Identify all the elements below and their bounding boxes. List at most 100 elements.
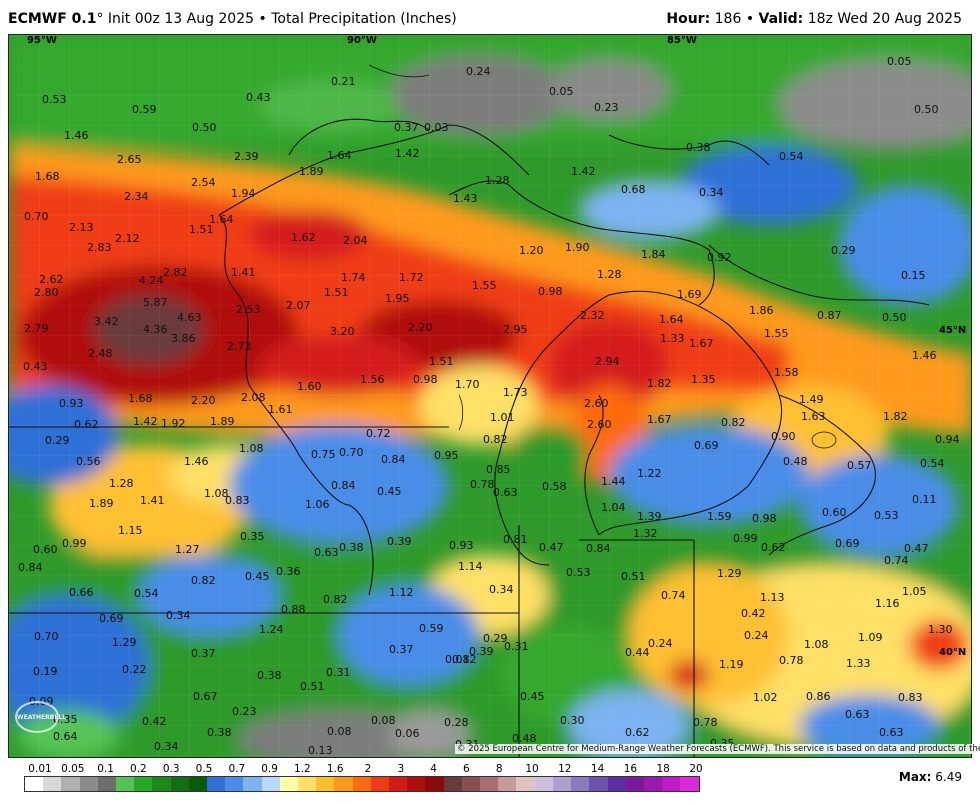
precip-value: 1.28 — [485, 174, 510, 187]
precip-value: 1.28 — [597, 268, 622, 281]
precip-value: 4.63 — [177, 311, 202, 324]
precip-value: 3.42 — [94, 315, 119, 328]
precip-value: 0.48 — [512, 732, 537, 745]
precip-value: 1.51 — [324, 286, 349, 299]
precip-value: 0.06 — [395, 727, 420, 740]
precip-value: 1.89 — [299, 165, 324, 178]
precip-value: 1.15 — [118, 524, 143, 537]
legend-swatch — [370, 777, 390, 791]
valid-time-info: Hour: 186 • Valid: 18z Wed 20 Aug 2025 — [666, 11, 962, 27]
precip-value: 0.67 — [193, 690, 218, 703]
precip-value: 0.37 — [394, 121, 419, 134]
precip-value: 1.68 — [128, 392, 153, 405]
precip-value: 0.45 — [245, 570, 270, 583]
legend-swatch — [61, 777, 80, 791]
precip-value: 0.88 — [281, 603, 306, 616]
legend-swatch — [334, 777, 353, 791]
precip-value: 1.64 — [327, 149, 352, 162]
precip-value: 1.70 — [455, 378, 480, 391]
precip-value: 1.61 — [268, 403, 293, 416]
precip-value: 0.43 — [23, 360, 48, 373]
legend-swatch — [680, 777, 699, 791]
legend-tick: 1.6 — [326, 763, 344, 775]
precip-value: 0.45 — [377, 485, 402, 498]
precip-value: 2.12 — [115, 232, 140, 245]
precip-value: 0.39 — [469, 645, 494, 658]
precip-value: 1.84 — [641, 248, 666, 261]
legend-tick: 6 — [463, 763, 470, 775]
precip-value: 2.79 — [24, 322, 49, 335]
precip-value: 1.92 — [161, 417, 186, 430]
precipitation-map[interactable]: 95°W 90°W 85°W 45°N 40°N 0.53 0.59 0.21 0.4… — [8, 34, 972, 758]
precip-value: 0.29 — [45, 434, 70, 447]
precip-value: 0.64 — [53, 730, 78, 743]
map-title: ECMWF 0.1° Init 00z 13 Aug 2025 • Total … — [8, 11, 457, 27]
precip-value: 1.55 — [764, 327, 789, 340]
legend-swatch — [170, 777, 189, 791]
precip-value: 2.80 — [34, 286, 59, 299]
init-time: Init 00z 13 Aug 2025 — [107, 11, 255, 27]
precip-value: 1.35 — [691, 373, 716, 386]
precip-value: 0.69 — [99, 612, 124, 625]
precip-value: 0.82 — [323, 593, 348, 606]
precip-value: 0.95 — [434, 449, 459, 462]
precip-value: 0.29 — [483, 632, 508, 645]
precip-value: 0.37 — [191, 647, 216, 660]
precip-value: 2.54 — [191, 176, 216, 189]
legend-swatch — [134, 777, 153, 791]
precip-value: 1.04 — [601, 501, 626, 514]
precip-value: 0.34 — [166, 609, 191, 622]
valid-bullet: • — [745, 11, 755, 27]
precip-value: 1.30 — [928, 623, 953, 636]
precip-value: 0.63 — [879, 726, 904, 739]
weatherbell-logo: WEATHERBELL — [15, 701, 66, 733]
precip-value: 1.08 — [204, 487, 229, 500]
valid-label: Valid: — [758, 11, 804, 27]
precip-value: 1.82 — [647, 377, 672, 390]
precip-value: 0.92 — [707, 251, 732, 264]
legend-tick: 0.7 — [228, 763, 246, 775]
legend-tick: 0.01 — [28, 763, 52, 775]
precip-value: 0.78 — [693, 716, 718, 729]
precip-value: 1.41 — [231, 266, 256, 279]
legend-tick: 18 — [656, 763, 670, 775]
precip-value: 1.09 — [858, 631, 883, 644]
precip-value: 0.43 — [246, 91, 271, 104]
precip-value: 1.51 — [189, 223, 214, 236]
precip-value: 0.93 — [59, 397, 84, 410]
precip-value: 2.13 — [69, 221, 94, 234]
precip-value: 1.05 — [902, 585, 927, 598]
boundaries — [9, 118, 930, 757]
legend-tick: 3 — [397, 763, 405, 775]
legend-swatch — [389, 777, 408, 791]
precip-value: 0.34 — [699, 186, 724, 199]
legend-tick: 0.1 — [97, 763, 114, 775]
precip-value: 0.31 — [326, 666, 351, 679]
header-bar: ECMWF 0.1° Init 00z 13 Aug 2025 • Total … — [0, 0, 980, 34]
precip-value: 0.05 — [887, 55, 912, 68]
precip-value: 2.04 — [343, 234, 368, 247]
precip-value: 0.37 — [389, 643, 414, 656]
lon-label-85w: 85°W — [667, 35, 697, 46]
precip-value: 1.74 — [341, 271, 366, 284]
precip-value: 4.24 — [139, 274, 164, 287]
legend-tick: 4 — [430, 763, 437, 775]
precip-value: 0.39 — [387, 535, 412, 548]
precip-value: 0.82 — [721, 416, 746, 429]
legend-swatch — [498, 777, 517, 791]
precip-value: 0.45 — [520, 690, 545, 703]
precip-value: 0.24 — [466, 65, 491, 78]
precip-value: 1.01 — [490, 411, 515, 424]
lat-label-40n: 40°N — [939, 647, 967, 658]
precip-value: 0.42 — [142, 715, 167, 728]
precip-value: 0.82 — [191, 574, 216, 587]
precip-value: 0.12 — [452, 653, 477, 666]
precip-value: 0.84 — [586, 542, 611, 555]
legend-tick: 0.3 — [162, 763, 180, 775]
precip-value: 0.54 — [134, 587, 159, 600]
precip-value: 1.60 — [297, 380, 322, 393]
precip-value: 0.85 — [486, 463, 511, 476]
precip-value: 0.63 — [493, 486, 518, 499]
precip-value: 2.53 — [236, 303, 261, 316]
precip-value: 1.20 — [519, 244, 544, 257]
